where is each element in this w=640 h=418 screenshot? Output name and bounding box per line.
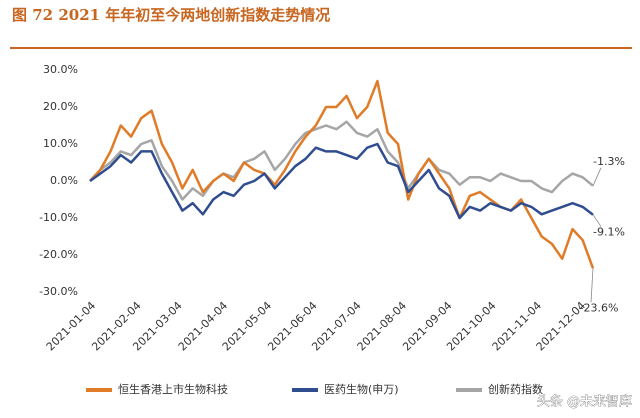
y-tick-label: -20.0% (39, 248, 78, 261)
annotation-leader (592, 214, 602, 227)
y-tick-label: 10.0% (43, 137, 78, 150)
y-tick-label: 0.0% (50, 174, 78, 187)
annotation: -9.1% (593, 226, 625, 239)
legend-label: 医药生物(申万) (324, 382, 399, 396)
y-tick-label: -30.0% (39, 285, 78, 298)
watermark: 头条 @未来智库 (537, 394, 632, 410)
legend-label: 恒生香港上市生物科技 (118, 382, 228, 396)
y-tick-label: 30.0% (43, 63, 78, 76)
series-line (89, 79, 595, 269)
y-tick-label: 20.0% (43, 100, 78, 113)
annotation-leader (590, 268, 594, 303)
annotation: -23.6% (580, 301, 619, 314)
y-tick-label: -10.0% (39, 211, 78, 224)
series-line (89, 120, 594, 201)
annotation: -1.3% (593, 155, 625, 168)
annotation-leader (592, 167, 602, 186)
legend-label: 创新药指数 (488, 382, 543, 396)
series-line (89, 142, 594, 220)
chart-title: 图 72 2021 年年初至今两地创新指数走势情况 (12, 6, 330, 24)
